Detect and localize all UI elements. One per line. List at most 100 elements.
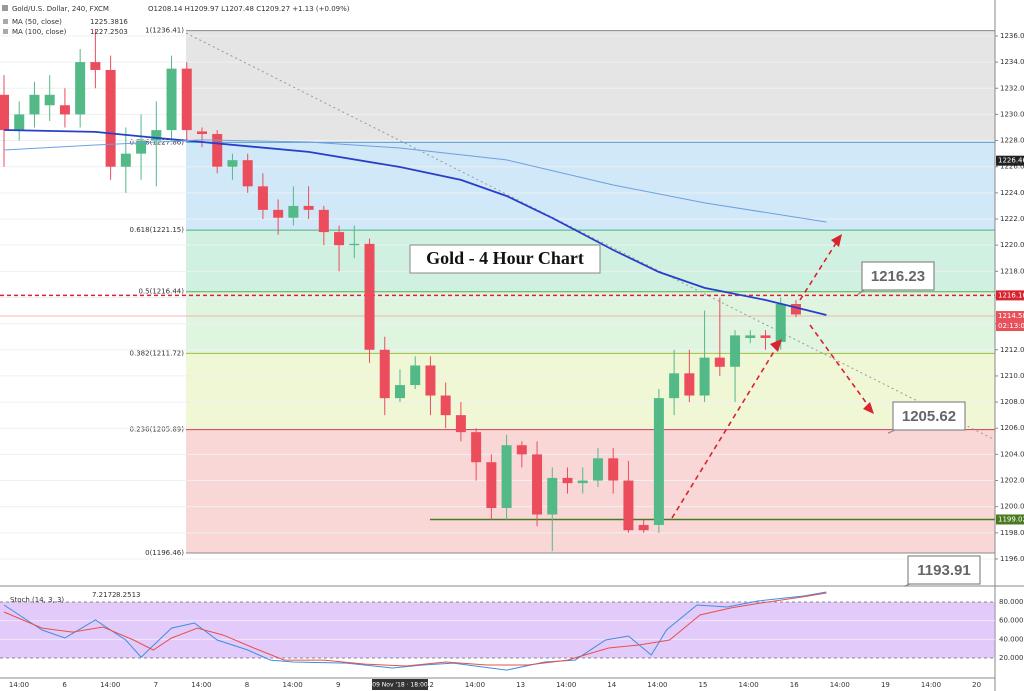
- candle-body: [29, 94, 40, 115]
- fib-band: [186, 353, 995, 430]
- legend-value: 7.2172: [92, 591, 117, 599]
- candle-body: [501, 445, 512, 508]
- candle-body: [166, 68, 177, 131]
- candle-body: [623, 480, 634, 531]
- candle-body: [455, 415, 466, 433]
- candle-body: [90, 62, 101, 70]
- price-tag: [996, 290, 1024, 301]
- callout-label: 1193.91: [917, 562, 970, 579]
- candle-body: [318, 209, 329, 233]
- countdown-tag: [996, 321, 1024, 332]
- candle-body: [273, 209, 284, 218]
- fib-band: [186, 291, 995, 354]
- candle-body: [699, 357, 710, 396]
- symbol: Gold/U.S. Dollar, 240, FXCM: [12, 5, 109, 13]
- arrow: [809, 324, 871, 409]
- fib-band: [186, 30, 995, 143]
- candle-body: [0, 94, 9, 131]
- callout-label: 1205.62: [902, 408, 956, 425]
- candle-body: [334, 232, 345, 246]
- candle-body: [425, 365, 436, 396]
- candle-body: [136, 140, 147, 154]
- candle-body: [486, 462, 497, 508]
- x-tick-label: 8: [245, 681, 249, 689]
- candle-body: [120, 153, 131, 167]
- chart-title: Gold - 4 Hour Chart: [426, 248, 584, 268]
- x-tick-label: 14:00: [283, 681, 303, 689]
- arrows: [671, 239, 871, 519]
- y-tick-label: 1204.00: [1000, 450, 1024, 458]
- price-tag: [996, 155, 1024, 166]
- x-tick-label: 9: [336, 681, 340, 689]
- legend-icon: [3, 19, 8, 24]
- stoch-layer: [0, 591, 995, 671]
- fib-label: 0.236(1205.89): [130, 426, 185, 434]
- candle-body: [59, 105, 70, 115]
- price-tag-label: 1199.02: [998, 515, 1024, 523]
- y-tick-label: 1224.00: [1000, 189, 1024, 197]
- x-highlight-box: [372, 679, 428, 690]
- candle-body: [471, 432, 482, 463]
- x-tick-label: 16: [790, 681, 799, 689]
- x-tick-label: 6: [62, 681, 67, 689]
- arrow-head: [831, 234, 842, 247]
- candle-body: [608, 458, 619, 481]
- ohlc: O1208.14 H1209.97 L1207.48 C1209.27 +1.1…: [148, 5, 350, 13]
- y-tick-label: 1206.00: [1000, 424, 1024, 432]
- x-tick-label: 12: [425, 681, 434, 689]
- y-tick-label: 1226.00: [1000, 163, 1024, 171]
- callout-label: 1216.23: [871, 268, 925, 285]
- fib-band: [186, 142, 995, 231]
- grid-layer: [0, 35, 998, 560]
- candle-body: [577, 480, 588, 484]
- y-tick-label: 1236.00: [1000, 32, 1024, 40]
- legend-name: MA (50, close): [12, 18, 62, 26]
- candle-body: [151, 130, 162, 141]
- price-tag-label: 1214.58: [998, 312, 1024, 320]
- fib-label: 0.618(1221.15): [130, 226, 185, 234]
- candle-body: [684, 373, 695, 396]
- title-box: [409, 244, 601, 274]
- x-tick-label: 20: [972, 681, 981, 689]
- y-tick-label: 1228.00: [1000, 137, 1024, 145]
- arrow-heads: [770, 234, 874, 414]
- series-line: [3, 129, 827, 316]
- callout-box: [892, 401, 966, 431]
- candle-body: [516, 445, 527, 455]
- candle-body: [212, 134, 223, 167]
- arrow-head: [863, 402, 874, 414]
- candle-body: [760, 335, 771, 339]
- price-tag: [996, 311, 1024, 322]
- stoch-title: Stoch (14, 3, 3): [10, 596, 64, 604]
- y-tick-label: 80.0000: [999, 598, 1024, 606]
- fib-band: [186, 429, 995, 553]
- y-tick-label: 1232.00: [1000, 84, 1024, 92]
- x-highlight: 09 Nov '18 · 18:00: [372, 682, 428, 689]
- fib-label: 0.382(1211.72): [130, 349, 185, 357]
- legend-icon: [3, 29, 8, 34]
- price-tag: [996, 514, 1024, 525]
- y-tick-label: 1230.00: [1000, 110, 1024, 118]
- x-tick-label: 14:00: [465, 681, 485, 689]
- x-tick-label: 19: [881, 681, 890, 689]
- x-tick-label: 13: [516, 681, 525, 689]
- trend-line: [185, 32, 996, 441]
- candle-body: [75, 62, 86, 115]
- x-tick-label: 15: [699, 681, 708, 689]
- countdown: 02:13:00: [998, 322, 1024, 330]
- x-tick-label: 7: [154, 681, 158, 689]
- stoch-band: [0, 602, 995, 659]
- legend-name: MA (100, close): [12, 28, 67, 36]
- arrow: [799, 239, 839, 301]
- candle-body: [410, 365, 421, 386]
- x-tick-label: 14:00: [9, 681, 29, 689]
- series-line: [3, 591, 827, 671]
- y-tick-label: 1222.00: [1000, 215, 1024, 223]
- series-line: [3, 592, 827, 667]
- candle-body: [562, 477, 573, 484]
- candle-body: [105, 69, 116, 167]
- y-tick-label: 40.0000: [999, 635, 1024, 643]
- candle-body: [745, 335, 756, 339]
- candle-body: [242, 160, 253, 187]
- candle-body: [257, 186, 268, 210]
